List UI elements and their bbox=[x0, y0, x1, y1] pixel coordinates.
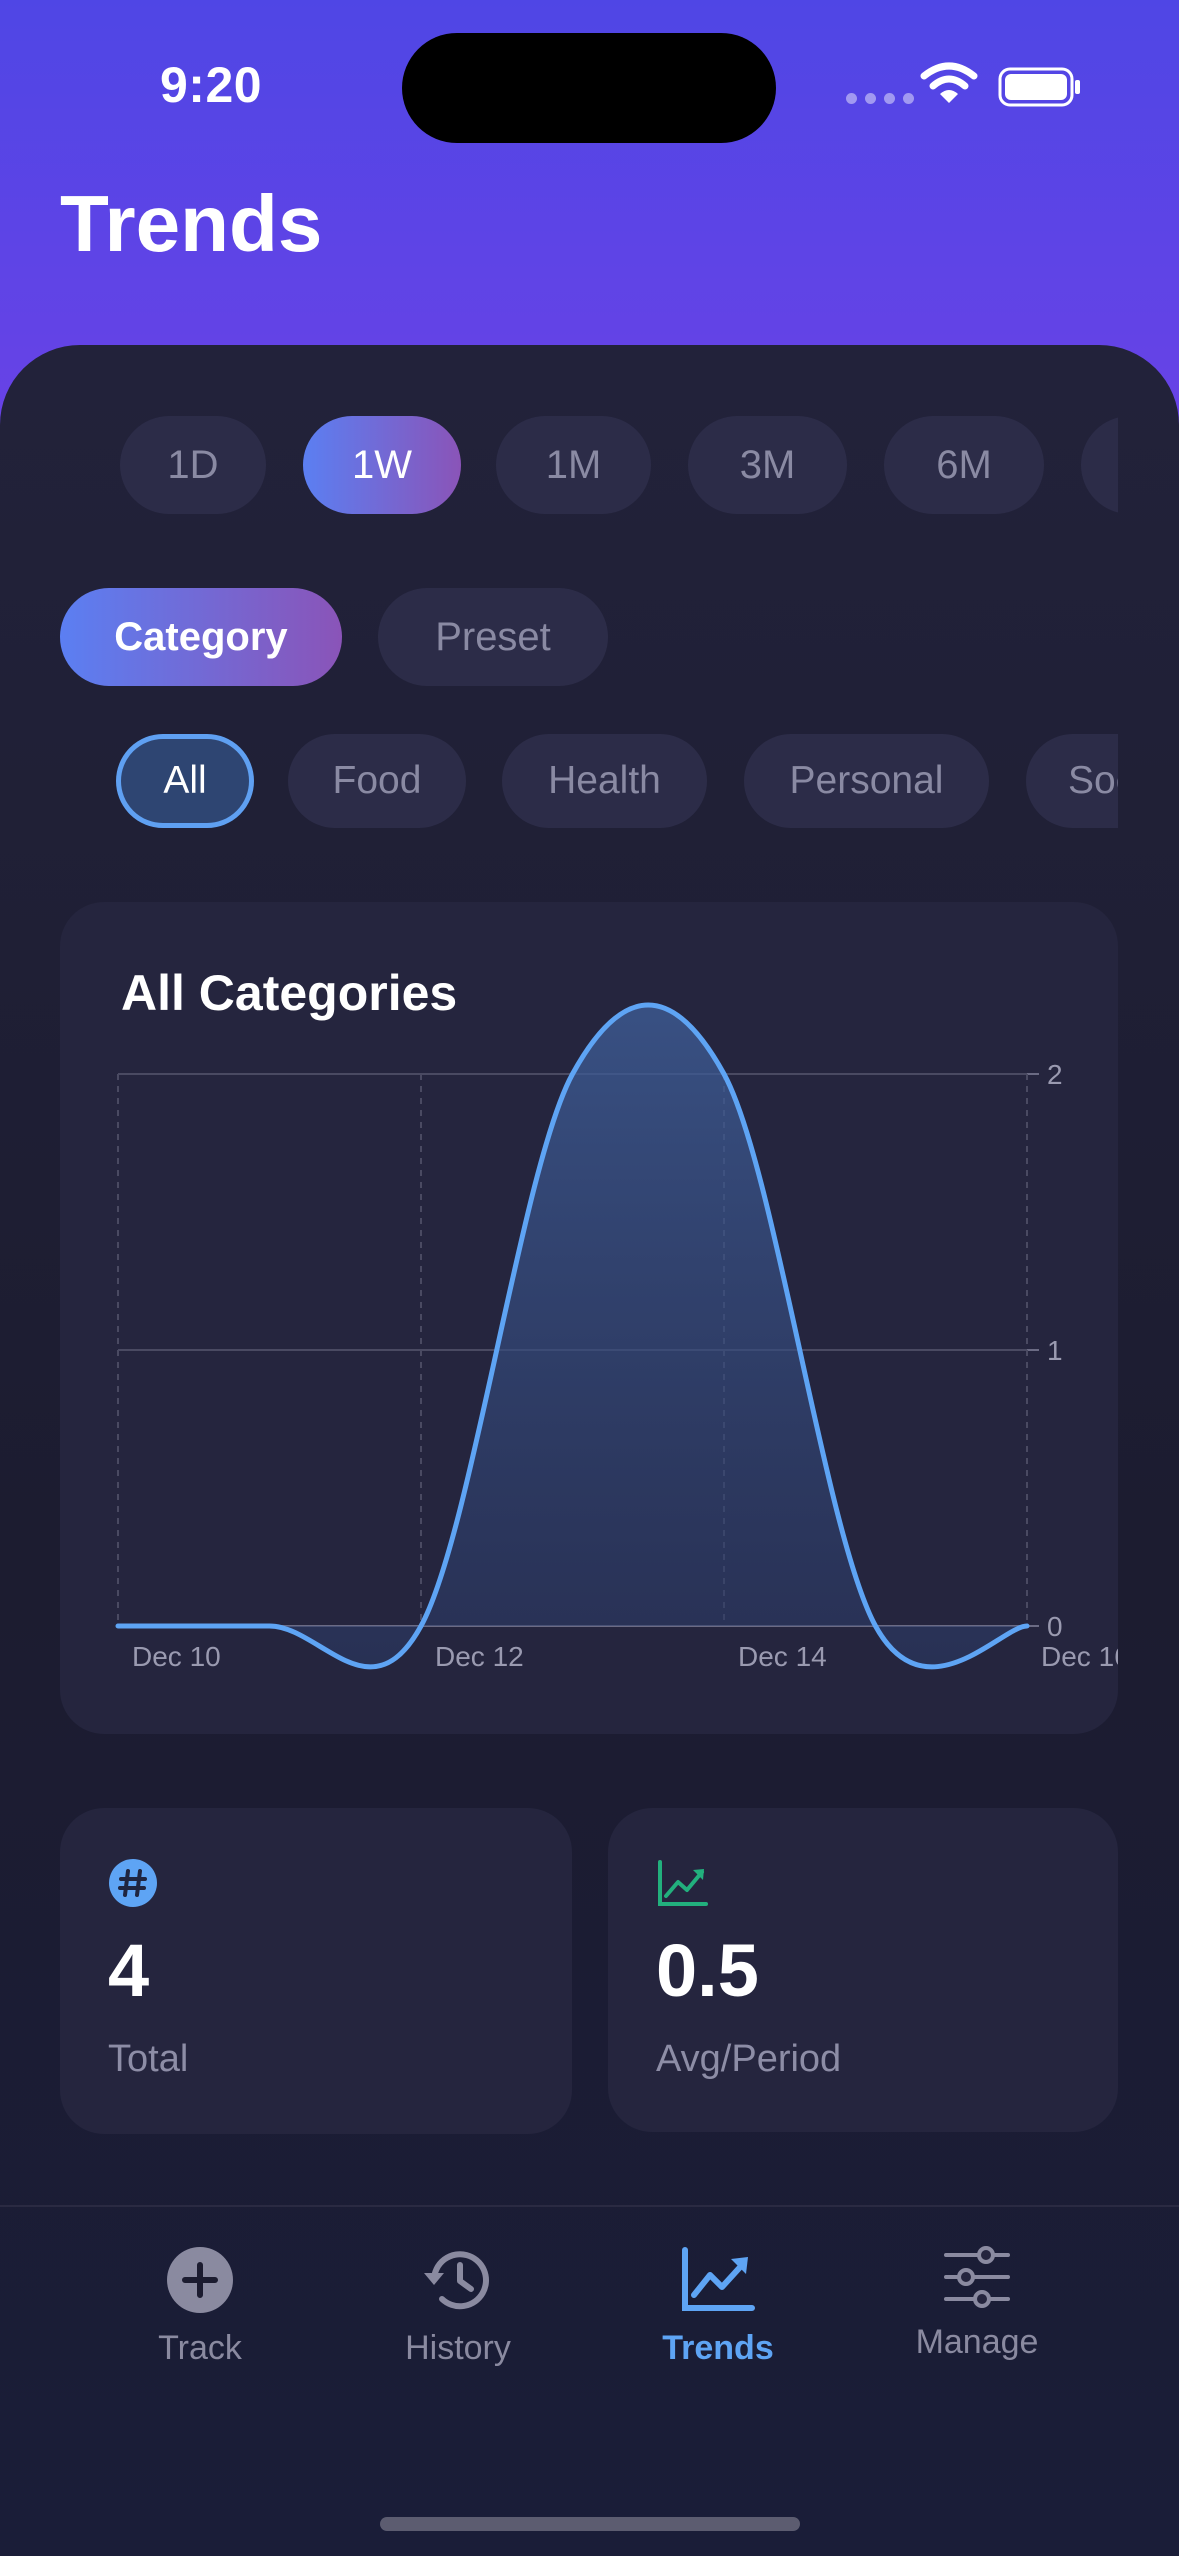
cellular-signal-icon bbox=[846, 93, 914, 104]
total-value: 4 bbox=[108, 1929, 150, 2012]
category-chip-all[interactable]: All bbox=[116, 734, 254, 828]
status-time: 9:20 bbox=[160, 57, 263, 113]
series-line bbox=[115, 1002, 1030, 1670]
category-chip-health[interactable]: Health bbox=[502, 734, 707, 828]
trend-up-icon bbox=[658, 1860, 708, 1906]
tab-track-label: Track bbox=[158, 2329, 242, 2367]
x-tick-label: Dec 14 bbox=[738, 1641, 827, 1672]
y-tick-label: 1 bbox=[1047, 1335, 1063, 1366]
total-label: Total bbox=[108, 2038, 189, 2080]
category-chip-food[interactable]: Food bbox=[288, 734, 466, 828]
range-1w[interactable]: 1W bbox=[303, 416, 461, 514]
dynamic-island bbox=[402, 33, 776, 143]
plus-circle-icon bbox=[167, 2247, 233, 2313]
chart-card: All Categories 0 1 2 Dec 10 Dec 12 Dec 14 Dec … bbox=[60, 902, 1118, 1734]
range-6m[interactable]: 6M bbox=[884, 416, 1044, 514]
x-tick-label: Dec 10 bbox=[132, 1641, 221, 1672]
category-chip-personal[interactable]: Personal bbox=[744, 734, 989, 828]
average-stat-card: 0.5 Avg/Period bbox=[608, 1808, 1118, 2132]
filter-area: 1D 1W 1M 3M 6M All Food Health Personal … bbox=[0, 400, 1118, 880]
tab-track[interactable]: Track bbox=[90, 2245, 310, 2368]
total-stat-card: 4 Total bbox=[60, 1808, 572, 2134]
chart-title: All Categories bbox=[121, 965, 458, 1021]
tab-history-label: History bbox=[405, 2329, 511, 2367]
hash-icon bbox=[109, 1859, 157, 1907]
average-label: Avg/Period bbox=[656, 2038, 842, 2080]
x-tick-label: Dec 16 bbox=[1041, 1641, 1118, 1672]
y-tick-label: 0 bbox=[1047, 1611, 1063, 1642]
history-icon bbox=[424, 2251, 489, 2310]
category-chip-social[interactable]: Social bbox=[1026, 734, 1118, 828]
tab-trends-label: Trends bbox=[662, 2329, 774, 2367]
trend-chart: 0 1 2 Dec 10 Dec 12 Dec 14 Dec 16 bbox=[115, 1002, 1118, 1672]
tab-bar: Track History Trends Manage bbox=[0, 2205, 1179, 2556]
tab-manage-label: Manage bbox=[915, 2323, 1039, 2361]
sliders-icon bbox=[944, 2246, 1010, 2308]
tab-manage[interactable]: Manage bbox=[867, 2245, 1087, 2362]
x-tick-label: Dec 12 bbox=[435, 1641, 524, 1672]
tab-history[interactable]: History bbox=[348, 2245, 568, 2368]
average-value: 0.5 bbox=[656, 1929, 759, 2012]
series-area bbox=[118, 1005, 1027, 1667]
range-3m[interactable]: 3M bbox=[688, 416, 847, 514]
range-1d[interactable]: 1D bbox=[120, 416, 266, 514]
range-1m[interactable]: 1M bbox=[496, 416, 651, 514]
mode-category[interactable]: Category bbox=[60, 588, 342, 686]
trend-chart-icon bbox=[682, 2247, 755, 2311]
y-tick-label: 2 bbox=[1047, 1059, 1063, 1090]
home-indicator bbox=[380, 2517, 800, 2531]
page-title: Trends bbox=[60, 179, 323, 268]
battery-icon bbox=[998, 67, 1080, 107]
wifi-icon bbox=[920, 62, 978, 103]
range-more[interactable] bbox=[1081, 416, 1118, 514]
tab-trends[interactable]: Trends bbox=[608, 2245, 828, 2368]
mode-preset[interactable]: Preset bbox=[378, 588, 608, 686]
